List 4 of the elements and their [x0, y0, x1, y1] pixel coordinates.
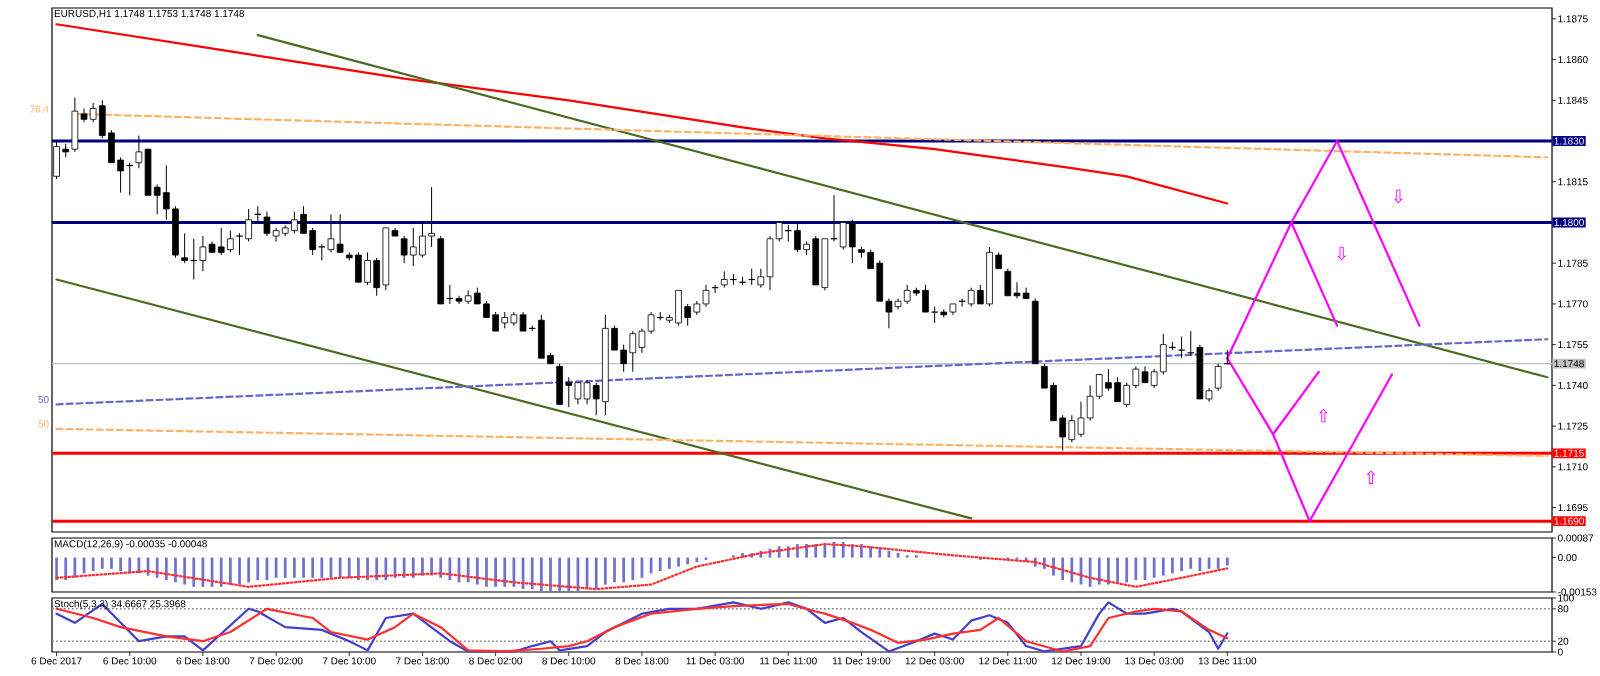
annotation: ⇧: [1366, 470, 1376, 484]
annotation: ⇧: [1318, 408, 1328, 423]
annotation: ⇩: [1393, 189, 1403, 204]
annotation: ⇩: [1337, 246, 1347, 261]
